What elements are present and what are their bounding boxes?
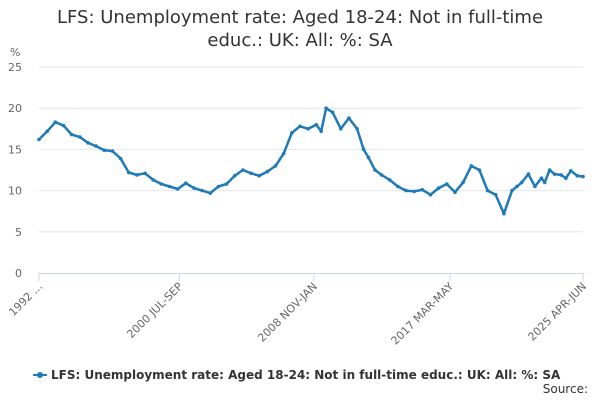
data-point bbox=[493, 192, 498, 197]
data-point bbox=[330, 110, 335, 115]
data-point bbox=[445, 182, 449, 186]
data-point bbox=[175, 187, 180, 191]
data-point bbox=[469, 164, 474, 168]
grid-lines bbox=[39, 66, 583, 233]
x-tick-label: 2008 NOV-JAN bbox=[255, 280, 320, 345]
data-point bbox=[339, 127, 343, 131]
data-point bbox=[224, 182, 229, 186]
y-axis-label: % bbox=[10, 46, 20, 59]
data-point bbox=[110, 149, 115, 153]
axes: 0 5 10 15 20 25 1992 ... 2000 JUL-SEP 2008 NOV-J… bbox=[6, 61, 589, 348]
data-point bbox=[520, 180, 524, 185]
data-point bbox=[387, 178, 392, 182]
data-point bbox=[477, 168, 482, 172]
x-tick-label: 2000 JUL-SEP bbox=[124, 280, 185, 341]
data-point bbox=[102, 148, 106, 152]
data-point bbox=[575, 174, 580, 178]
data-point bbox=[78, 135, 82, 139]
data-point bbox=[53, 120, 58, 124]
data-point bbox=[45, 129, 49, 134]
data-point bbox=[208, 191, 213, 195]
data-point bbox=[366, 155, 371, 160]
data-point bbox=[192, 186, 196, 190]
legend[interactable]: LFS: Unemployment rate: Aged 18-24: Not … bbox=[33, 368, 561, 382]
data-point bbox=[533, 184, 537, 189]
data-point bbox=[461, 180, 465, 185]
data-point bbox=[151, 178, 155, 182]
source-label: Source: bbox=[543, 382, 588, 396]
data-point bbox=[539, 176, 544, 180]
data-point bbox=[241, 168, 245, 172]
data-point bbox=[69, 132, 74, 137]
series-layer bbox=[37, 106, 585, 216]
chart-title-line-1: LFS: Unemployment rate: Aged 18-24: Not … bbox=[56, 7, 544, 28]
data-point bbox=[281, 151, 286, 156]
data-point bbox=[306, 127, 310, 131]
y-tick-label: 10 bbox=[8, 185, 22, 198]
data-point bbox=[135, 173, 139, 177]
data-point bbox=[167, 184, 172, 189]
data-point bbox=[232, 174, 237, 178]
data-point bbox=[542, 180, 547, 185]
data-point bbox=[404, 188, 408, 193]
x-tick-label: 2017 MAR-MAY bbox=[389, 280, 457, 348]
data-point bbox=[126, 170, 131, 175]
data-point bbox=[319, 129, 324, 134]
x-tick-label: 1992 ... bbox=[6, 280, 45, 319]
data-point bbox=[265, 169, 270, 174]
data-point bbox=[143, 171, 147, 176]
y-tick-label: 20 bbox=[8, 102, 22, 115]
data-point bbox=[200, 188, 204, 193]
data-point bbox=[118, 156, 123, 161]
data-point bbox=[502, 211, 506, 216]
data-point bbox=[355, 127, 359, 131]
data-point bbox=[184, 181, 188, 185]
data-point bbox=[420, 188, 425, 192]
data-point bbox=[428, 192, 433, 197]
data-point bbox=[347, 116, 351, 120]
data-point bbox=[515, 184, 519, 189]
data-point bbox=[526, 172, 531, 176]
data-point bbox=[373, 168, 377, 172]
data-point bbox=[412, 189, 417, 194]
data-point bbox=[510, 188, 514, 193]
chart-title-line-2: educ.: UK: All: %: SA bbox=[207, 30, 393, 51]
data-point bbox=[37, 137, 41, 142]
data-point bbox=[216, 184, 221, 189]
y-tick-label: 5 bbox=[15, 226, 22, 239]
data-point bbox=[453, 190, 457, 194]
data-point bbox=[581, 174, 585, 179]
data-point bbox=[257, 174, 262, 178]
data-point bbox=[485, 188, 490, 193]
data-point bbox=[569, 169, 573, 173]
data-point bbox=[314, 122, 319, 127]
y-tick-label: 15 bbox=[8, 143, 22, 156]
legend-label: LFS: Unemployment rate: Aged 18-24: Not … bbox=[51, 368, 561, 382]
y-tick-label: 25 bbox=[8, 61, 22, 74]
y-tick-label: 0 bbox=[15, 267, 22, 280]
data-point bbox=[249, 171, 253, 176]
data-point bbox=[547, 168, 552, 172]
data-point bbox=[552, 172, 557, 176]
data-point bbox=[379, 173, 384, 177]
data-point bbox=[159, 182, 164, 186]
data-point bbox=[559, 173, 563, 177]
chart-title: LFS: Unemployment rate: Aged 18-24: Not … bbox=[0, 6, 600, 52]
data-point bbox=[94, 144, 98, 148]
data-point bbox=[61, 123, 66, 128]
data-point bbox=[86, 141, 90, 145]
data-point bbox=[290, 131, 294, 135]
data-point bbox=[436, 186, 441, 190]
series-line bbox=[38, 106, 584, 215]
data-point bbox=[324, 106, 328, 110]
data-point bbox=[564, 176, 568, 180]
data-point bbox=[298, 124, 302, 129]
data-point bbox=[273, 164, 278, 168]
legend-dot-marker bbox=[37, 372, 43, 378]
data-point bbox=[396, 184, 400, 189]
data-point bbox=[361, 147, 366, 152]
x-tick-label: 2025 APR-JUN bbox=[526, 280, 590, 344]
